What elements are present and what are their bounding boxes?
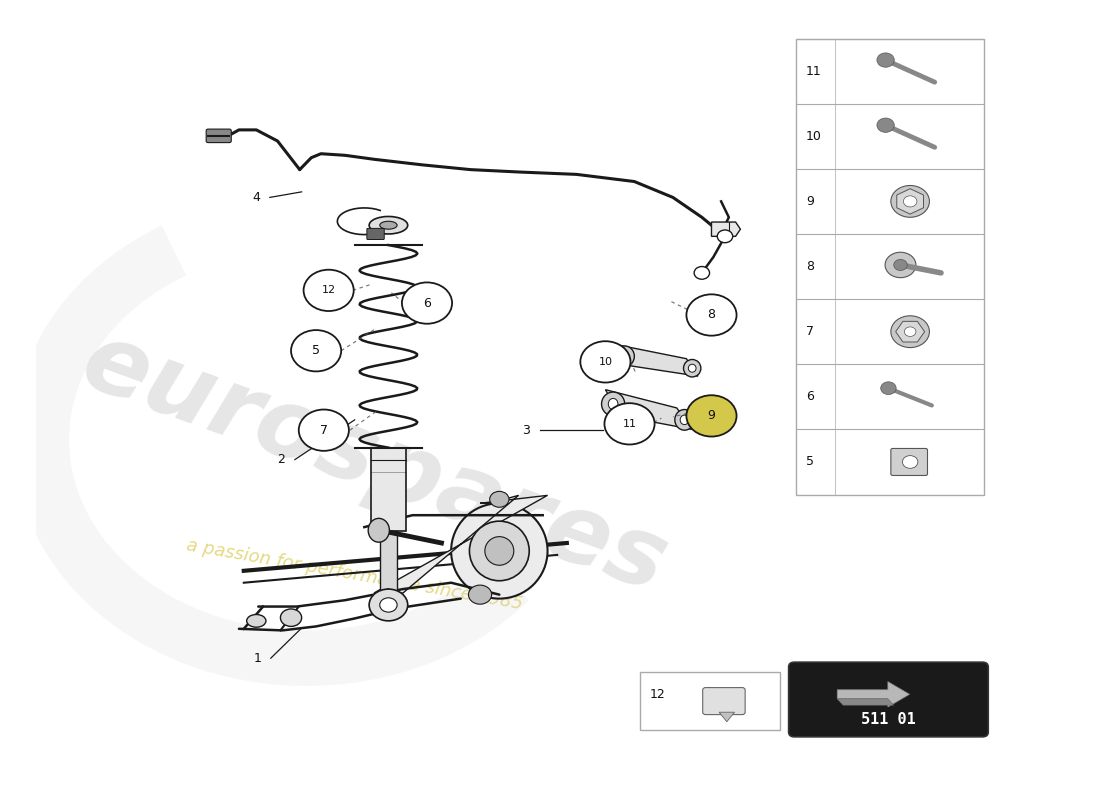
Circle shape	[581, 342, 630, 382]
Text: 9: 9	[707, 410, 715, 422]
Ellipse shape	[615, 346, 635, 366]
Polygon shape	[605, 390, 692, 430]
Polygon shape	[379, 531, 397, 590]
Circle shape	[886, 252, 916, 278]
Text: 5: 5	[806, 455, 814, 469]
Ellipse shape	[485, 537, 514, 566]
Polygon shape	[895, 322, 925, 342]
Ellipse shape	[602, 392, 625, 416]
Text: 11: 11	[806, 65, 822, 78]
Polygon shape	[371, 448, 406, 531]
Circle shape	[891, 316, 930, 347]
Text: eurospares: eurospares	[69, 314, 679, 613]
Circle shape	[877, 118, 894, 132]
Circle shape	[904, 327, 916, 337]
Circle shape	[903, 196, 917, 207]
Text: 8: 8	[806, 260, 814, 273]
Text: 12: 12	[321, 286, 336, 295]
Ellipse shape	[689, 364, 696, 372]
Circle shape	[402, 282, 452, 324]
Text: 2: 2	[277, 453, 285, 466]
Ellipse shape	[451, 503, 548, 598]
FancyBboxPatch shape	[796, 38, 984, 494]
Circle shape	[469, 585, 492, 604]
Text: 5: 5	[312, 344, 320, 358]
Circle shape	[370, 589, 408, 621]
Polygon shape	[712, 222, 740, 236]
Ellipse shape	[674, 410, 694, 430]
FancyBboxPatch shape	[367, 228, 384, 239]
Ellipse shape	[246, 614, 266, 627]
Ellipse shape	[370, 217, 408, 234]
Text: 10: 10	[806, 130, 822, 142]
Ellipse shape	[680, 415, 689, 425]
Text: 511 01: 511 01	[861, 711, 916, 726]
Circle shape	[717, 230, 733, 242]
Text: 6: 6	[806, 390, 814, 403]
Text: 1: 1	[253, 652, 261, 665]
Polygon shape	[837, 699, 893, 705]
Circle shape	[304, 270, 354, 311]
FancyBboxPatch shape	[789, 662, 988, 737]
Text: 8: 8	[707, 309, 715, 322]
Ellipse shape	[683, 359, 701, 377]
Circle shape	[877, 53, 894, 67]
FancyBboxPatch shape	[891, 449, 927, 475]
Text: 6: 6	[424, 297, 431, 310]
Ellipse shape	[620, 351, 629, 361]
Polygon shape	[837, 682, 910, 707]
Circle shape	[686, 294, 737, 336]
Text: 9: 9	[806, 195, 814, 208]
Circle shape	[694, 266, 710, 279]
FancyBboxPatch shape	[703, 687, 745, 714]
Ellipse shape	[470, 521, 529, 581]
Circle shape	[902, 456, 917, 468]
Ellipse shape	[608, 398, 618, 410]
Text: a passion for performance since 1985: a passion for performance since 1985	[185, 536, 525, 614]
Circle shape	[280, 609, 301, 626]
Text: 12: 12	[650, 688, 666, 701]
Text: 7: 7	[320, 424, 328, 437]
Circle shape	[490, 491, 509, 507]
Polygon shape	[374, 495, 548, 593]
Polygon shape	[896, 189, 924, 214]
Text: 4: 4	[252, 191, 261, 204]
Circle shape	[686, 395, 737, 437]
Polygon shape	[619, 345, 698, 376]
Ellipse shape	[379, 222, 397, 229]
Text: 7: 7	[806, 325, 814, 338]
Circle shape	[379, 598, 397, 612]
Ellipse shape	[368, 518, 389, 542]
Circle shape	[881, 382, 896, 394]
FancyBboxPatch shape	[640, 673, 780, 730]
Text: 10: 10	[598, 357, 613, 367]
Circle shape	[299, 410, 349, 451]
Circle shape	[893, 259, 907, 270]
Polygon shape	[719, 712, 735, 722]
FancyBboxPatch shape	[206, 129, 231, 142]
Text: 3: 3	[522, 424, 530, 437]
Circle shape	[292, 330, 341, 371]
Circle shape	[604, 403, 654, 445]
Circle shape	[891, 186, 930, 218]
Text: 11: 11	[623, 419, 637, 429]
